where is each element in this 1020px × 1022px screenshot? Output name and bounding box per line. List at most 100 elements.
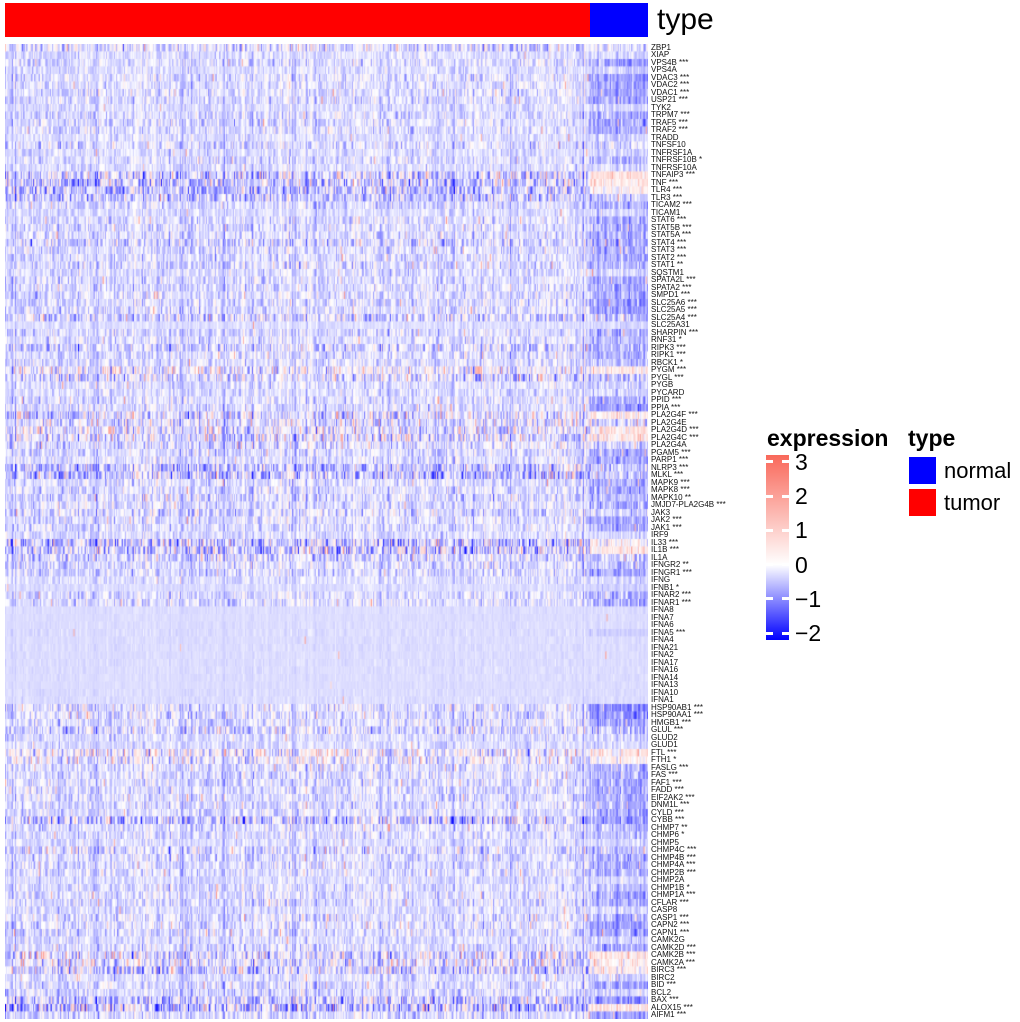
- gene-label-CHMP1A: CHMP1A ***: [651, 890, 696, 899]
- gene-label-EIF2AK2: EIF2AK2 ***: [651, 792, 695, 802]
- gene-label-CYBB: CYBB ***: [651, 815, 685, 824]
- gene-label-IFNA17: IFNA17: [651, 657, 679, 667]
- gene-label-CHMP5: CHMP5: [651, 837, 680, 847]
- gene-label-MAPK10: MAPK10 **: [651, 492, 692, 502]
- gene-label-VPS4A: VPS4A: [651, 65, 677, 74]
- gene-label-CHMP2B: CHMP2B ***: [651, 867, 696, 877]
- gene-label-SPATA2L: SPATA2L ***: [651, 275, 696, 284]
- colorbar-tick: [766, 631, 773, 635]
- annotation-type-title: type: [657, 3, 714, 36]
- gene-label-SLC25A4: SLC25A4 ***: [651, 312, 697, 322]
- gene-label-VDAC2: VDAC2 ***: [651, 80, 690, 89]
- gene-label-CHMP7: CHMP7 **: [651, 822, 688, 832]
- gene-label-SHARPIN: SHARPIN ***: [651, 327, 699, 337]
- gene-label-IL1B: IL1B ***: [651, 545, 680, 554]
- tumor-legend-label: tumor: [944, 490, 1001, 515]
- gene-label-SLC25A6: SLC25A6 ***: [651, 297, 697, 307]
- gene-label-CAMK2D: CAMK2D ***: [651, 942, 696, 952]
- gene-label-TNF: TNF ***: [651, 177, 679, 187]
- colorbar-tick: [766, 460, 773, 464]
- gene-label-DNM1L: DNM1L ***: [651, 800, 690, 809]
- gene-label-FTL: FTL ***: [651, 747, 677, 757]
- gene-label-PYGB: PYGB: [651, 380, 674, 389]
- gene-label-IFNB1: IFNB1 *: [651, 582, 680, 592]
- gene-label-GLUL: GLUL ***: [651, 725, 684, 734]
- gene-label-VDAC1: VDAC1 ***: [651, 87, 690, 97]
- gene-label-TNFSF10: TNFSF10: [651, 140, 686, 149]
- gene-label-TLR3: TLR3 ***: [651, 192, 683, 202]
- gene-label-STAT1: STAT1 **: [651, 260, 684, 269]
- gene-label-TICAM2: TICAM2 ***: [651, 200, 692, 209]
- gene-label-RBCK1: RBCK1 *: [651, 357, 684, 367]
- gene-label-STAT5A: STAT5A ***: [651, 230, 692, 239]
- gene-label-IFNA4: IFNA4: [651, 635, 674, 644]
- colorbar-tick: [766, 528, 773, 532]
- gene-label-TNFRSF10A: TNFRSF10A: [651, 162, 697, 172]
- gene-label-IFNA14: IFNA14: [651, 672, 679, 682]
- annotation-normal-bar: [589, 3, 648, 37]
- gene-label-RIPK1: RIPK1 ***: [651, 350, 686, 359]
- gene-label-BIRC3: BIRC3 ***: [651, 965, 687, 974]
- gene-label-CHMP6: CHMP6 *: [651, 830, 685, 839]
- gene-label-SLC25A31: SLC25A31: [651, 320, 690, 329]
- gene-label-PLA2G4D: PLA2G4D ***: [651, 425, 699, 434]
- gene-label-CHMP2A: CHMP2A: [651, 875, 685, 884]
- expression-colorbar: [766, 455, 789, 640]
- gene-label-IFNA10: IFNA10: [651, 687, 679, 697]
- gene-label-PARP1: PARP1 ***: [651, 455, 689, 464]
- gene-label-PYCARD: PYCARD: [651, 387, 685, 397]
- gene-label-FAF1: FAF1 ***: [651, 777, 682, 787]
- gene-label-IFNA21: IFNA21: [651, 642, 679, 652]
- gene-label-CAPN1: CAPN1 ***: [651, 927, 690, 937]
- gene-label-HSP90AA1: HSP90AA1 ***: [651, 710, 704, 719]
- gene-label-FASLG: FASLG ***: [651, 762, 689, 772]
- gene-label-BIRC2: BIRC2: [651, 972, 675, 982]
- gene-label-SLC25A5: SLC25A5 ***: [651, 305, 697, 314]
- gene-label-PYGM: PYGM ***: [651, 365, 687, 374]
- gene-label-TNFRSF1A: TNFRSF1A: [651, 147, 693, 157]
- gene-label-CASP8: CASP8: [651, 905, 678, 914]
- gene-label-CAPN2: CAPN2 ***: [651, 920, 690, 929]
- gene-label-FTH1: FTH1 *: [651, 755, 677, 764]
- gene-label-GLUD1: GLUD1: [651, 740, 678, 749]
- gene-label-IFNAR2: IFNAR2 ***: [651, 590, 692, 599]
- gene-label-TRADD: TRADD: [651, 132, 679, 142]
- colorbar-tick: [766, 563, 773, 567]
- gene-label-PPIA: PPIA ***: [651, 402, 681, 412]
- gene-label-JAK3: JAK3: [651, 507, 671, 517]
- colorbar-tick: [766, 494, 773, 498]
- colorbar-tick: [782, 528, 789, 532]
- gene-label-XIAP: XIAP: [651, 50, 670, 59]
- gene-label-CASP1: CASP1 ***: [651, 912, 689, 922]
- gene-label-TNFRSF10B: TNFRSF10B *: [651, 155, 703, 164]
- gene-label-AIFM1: AIFM1 ***: [651, 1010, 687, 1019]
- gene-label-BAX: BAX ***: [651, 995, 679, 1004]
- gene-label-SQSTM1: SQSTM1: [651, 267, 684, 277]
- gene-label-IL33: IL33 ***: [651, 537, 679, 547]
- gene-label-STAT3: STAT3 ***: [651, 245, 687, 254]
- normal-color-swatch: [909, 457, 936, 484]
- annotation-tumor-bar: [5, 3, 590, 37]
- gene-label-BID: BID ***: [651, 980, 676, 989]
- colorbar-tick-label: −2: [795, 620, 822, 647]
- gene-label-CAMK2A: CAMK2A ***: [651, 957, 696, 967]
- type-legend-title: type: [908, 425, 956, 451]
- gene-label-STAT6: STAT6 ***: [651, 215, 687, 224]
- colorbar-tick-label: −1: [795, 585, 822, 612]
- colorbar-tick-label: 1: [795, 517, 808, 544]
- gene-label-TRPM7: TRPM7 ***: [651, 110, 690, 119]
- colorbar-tick: [766, 597, 773, 601]
- gene-label-CAMK2G: CAMK2G: [651, 935, 685, 944]
- gene-label-CHMP4A: CHMP4A ***: [651, 860, 696, 869]
- gene-label-IFNGR1: IFNGR1 ***: [651, 567, 692, 577]
- gene-label-ALOX15: ALOX15 ***: [651, 1002, 693, 1012]
- gene-label-IFNA2: IFNA2: [651, 650, 674, 659]
- gene-label-CAMK2B: CAMK2B ***: [651, 950, 696, 959]
- gene-label-IFNA6: IFNA6: [651, 620, 674, 629]
- colorbar-tick-label: 2: [795, 483, 808, 510]
- gene-label-CYLD: CYLD ***: [651, 807, 684, 817]
- gene-label-IFNA7: IFNA7: [651, 612, 674, 622]
- gene-label-VDAC3: VDAC3 ***: [651, 72, 690, 82]
- gene-label-IFNGR2: IFNGR2 **: [651, 560, 689, 569]
- gene-label-SPATA2: SPATA2 ***: [651, 282, 692, 292]
